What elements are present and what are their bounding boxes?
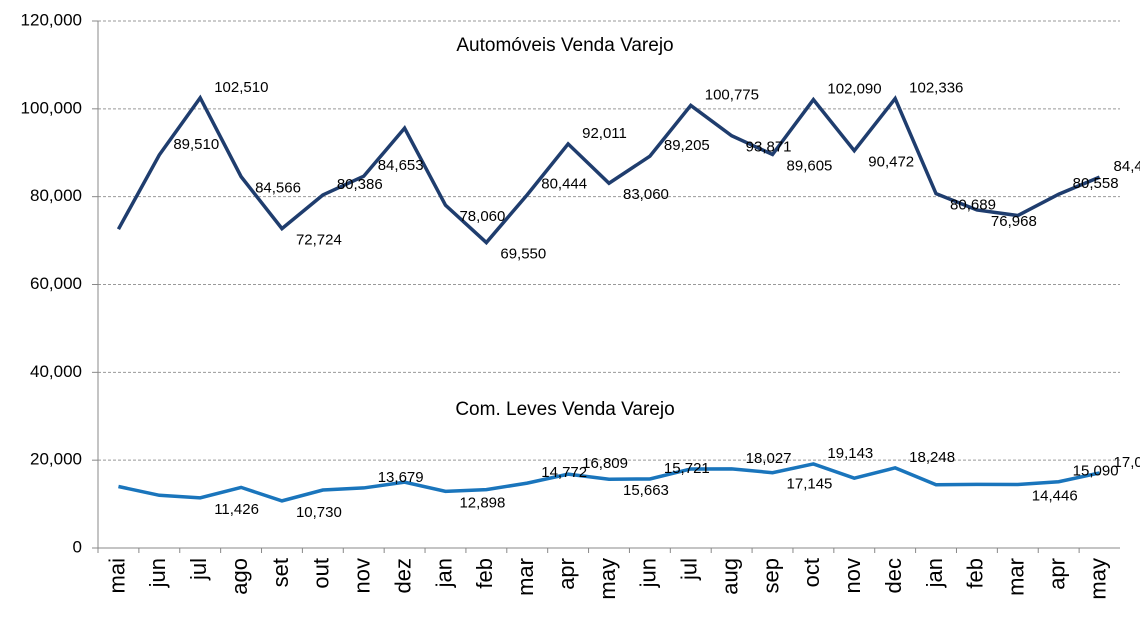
data-label: 15,090	[1073, 463, 1119, 480]
data-label: 16,809	[582, 455, 628, 472]
y-tick-label: 60,000	[30, 274, 82, 293]
data-label: 18,027	[746, 450, 792, 467]
data-label: 17,089	[1114, 454, 1140, 471]
x-tick-label: jun	[145, 558, 170, 588]
data-label: 100,775	[705, 86, 759, 103]
x-tick-label: dec	[881, 558, 906, 593]
x-tick-label: nov	[350, 558, 375, 593]
x-tick-label: jun	[636, 558, 661, 588]
data-label: 83,060	[623, 186, 669, 203]
x-tick-label: mar	[1004, 558, 1029, 596]
data-label: 13,679	[378, 469, 424, 486]
x-tick-label: apr	[554, 558, 579, 590]
data-label: 80,689	[950, 197, 996, 214]
data-label: 92,011	[582, 125, 627, 142]
data-label: 80,386	[337, 176, 383, 193]
data-label: 18,248	[909, 449, 955, 466]
data-label: 102,090	[827, 81, 881, 98]
data-label: 14,446	[1032, 488, 1078, 505]
x-tick-label: jul	[677, 558, 702, 581]
data-label: 84,452	[1114, 158, 1140, 175]
data-label: 12,898	[459, 494, 505, 511]
series-label: Automóveis Venda Varejo	[456, 35, 673, 56]
y-tick-label: 40,000	[30, 362, 82, 381]
x-tick-label: feb	[472, 558, 497, 589]
data-label: 72,724	[296, 232, 342, 249]
x-tick-label: sep	[758, 558, 783, 593]
line-series	[118, 462, 1100, 503]
x-tick-label: jan	[922, 558, 947, 588]
data-label: 19,143	[827, 445, 873, 462]
data-label: 15,663	[623, 482, 669, 499]
data-label: 102,336	[909, 80, 963, 97]
x-tick-label: jan	[431, 558, 456, 588]
data-label: 15,721	[664, 460, 710, 477]
data-label: 78,060	[459, 208, 505, 225]
data-label: 80,444	[541, 176, 587, 193]
x-tick-label: may	[1085, 558, 1110, 600]
y-tick-label: 0	[73, 537, 82, 556]
data-label: 17,145	[787, 476, 833, 493]
data-label: 14,772	[541, 464, 587, 481]
x-tick-label: mai	[104, 558, 129, 593]
x-tick-label: dez	[390, 558, 415, 593]
y-tick-label: 80,000	[30, 186, 82, 205]
data-label: 10,730	[296, 504, 342, 521]
x-tick-label: aug	[717, 558, 742, 595]
x-tick-label: apr	[1044, 558, 1069, 590]
x-tick-label: jul	[186, 558, 211, 581]
x-tick-label: mar	[513, 558, 538, 596]
series-label: Com. Leves Venda Varejo	[455, 399, 674, 420]
line-series	[116, 94, 1101, 246]
x-tick-label: ago	[227, 558, 252, 595]
data-label: 90,472	[868, 154, 914, 171]
data-label: 89,205	[664, 137, 710, 154]
data-label: 102,510	[214, 79, 268, 96]
data-label: 80,558	[1073, 175, 1119, 192]
y-tick-label: 100,000	[21, 98, 82, 117]
data-label: 84,566	[255, 180, 301, 197]
data-label: 84,653	[378, 157, 424, 174]
x-tick-label: out	[309, 558, 334, 589]
data-label: 93,871	[746, 139, 792, 156]
y-tick-label: 20,000	[30, 450, 82, 469]
x-tick-label: nov	[840, 558, 865, 593]
data-label: 69,550	[500, 246, 546, 263]
x-tick-label: set	[268, 558, 293, 587]
data-label: 76,968	[991, 213, 1037, 230]
data-label: 11,426	[214, 501, 259, 518]
x-tick-label: may	[595, 558, 620, 600]
data-label: 89,605	[787, 157, 833, 174]
x-tick-label: oct	[799, 558, 824, 587]
x-tick-label: feb	[963, 558, 988, 589]
y-tick-label: 120,000	[21, 10, 82, 29]
data-label: 89,510	[173, 136, 219, 153]
